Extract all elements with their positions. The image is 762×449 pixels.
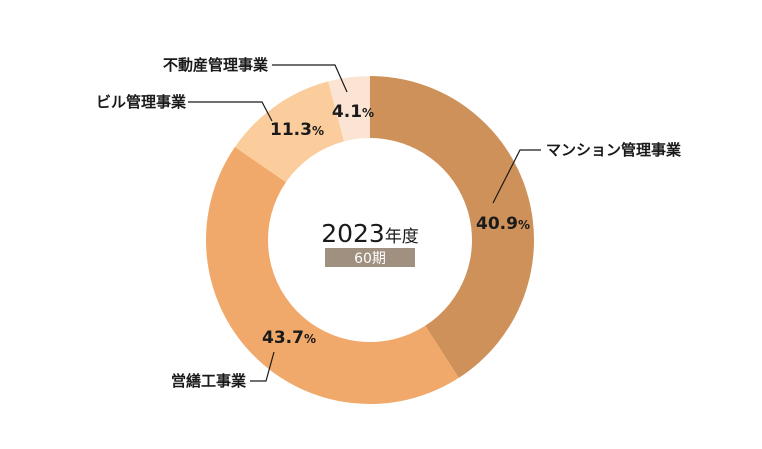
slice-category-label: 不動産管理事業 — [163, 56, 269, 74]
slice-percent-label: 4.1% — [332, 102, 374, 122]
slice-0 — [370, 76, 534, 378]
period-text: 60期 — [354, 251, 386, 267]
leader-line — [272, 64, 348, 93]
slice-2 — [234, 81, 345, 183]
leader-line — [250, 351, 275, 382]
slice-category-label: ビル管理事業 — [96, 93, 187, 111]
percent-labels: 40.9% 43.7% 11.3% 4.1% — [262, 102, 530, 348]
slice-category-label: 営繕工事業 — [171, 372, 247, 390]
period-badge — [325, 248, 415, 267]
svg-text:2023年度: 2023年度 — [321, 219, 419, 248]
slice-percent-label: 43.7% — [262, 328, 316, 348]
slice-percent-label: 11.3% — [270, 120, 324, 140]
slice-percent-label: 40.9% — [476, 214, 530, 234]
center-year: 2023 — [321, 219, 385, 248]
leader-line — [492, 149, 541, 204]
center-year-unit: 年度 — [385, 227, 419, 247]
center-label: 2023年度 60期 — [321, 219, 419, 267]
leader-lines — [188, 64, 541, 382]
slice-3 — [328, 76, 370, 142]
slice-category-label: マンション管理事業 — [546, 141, 682, 159]
slice-1 — [206, 146, 459, 404]
leader-line — [188, 101, 273, 122]
donut-slices — [206, 76, 534, 404]
